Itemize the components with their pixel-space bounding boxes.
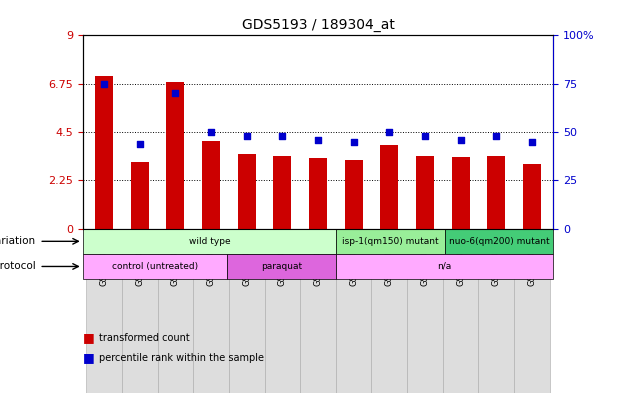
Bar (380, 145, 398, 229)
Text: control (untreated): control (untreated) (112, 262, 198, 271)
Bar (487, 156, 505, 229)
Bar (202, 141, 220, 229)
Point (135, 141, 145, 147)
FancyBboxPatch shape (193, 229, 229, 393)
Text: paraquat: paraquat (261, 262, 302, 271)
Text: transformed count: transformed count (99, 333, 190, 343)
Text: percentile rank within the sample: percentile rank within the sample (99, 353, 263, 363)
Bar (131, 162, 149, 229)
FancyBboxPatch shape (407, 229, 443, 393)
FancyBboxPatch shape (445, 229, 553, 254)
Point (527, 139, 537, 145)
FancyBboxPatch shape (122, 229, 158, 393)
Text: wild type: wild type (189, 237, 230, 246)
FancyBboxPatch shape (158, 229, 193, 393)
FancyBboxPatch shape (371, 229, 407, 393)
FancyBboxPatch shape (228, 254, 336, 279)
Point (455, 137, 466, 143)
FancyBboxPatch shape (300, 229, 336, 393)
Point (420, 133, 430, 139)
FancyBboxPatch shape (83, 229, 336, 254)
Bar (523, 164, 541, 229)
Text: ■: ■ (83, 351, 94, 364)
FancyBboxPatch shape (265, 229, 300, 393)
FancyBboxPatch shape (443, 229, 478, 393)
Text: nuo-6(qm200) mutant: nuo-6(qm200) mutant (449, 237, 550, 246)
Text: ■: ■ (83, 331, 94, 345)
Point (384, 129, 394, 135)
Text: n/a: n/a (438, 262, 452, 271)
FancyBboxPatch shape (86, 229, 122, 393)
FancyBboxPatch shape (229, 229, 265, 393)
Text: genotype/variation: genotype/variation (0, 236, 36, 246)
Point (313, 137, 323, 143)
Bar (95, 76, 113, 229)
Bar (452, 157, 469, 229)
FancyBboxPatch shape (336, 229, 445, 254)
FancyBboxPatch shape (83, 254, 228, 279)
Bar (167, 82, 184, 229)
Point (277, 133, 287, 139)
Bar (416, 156, 434, 229)
Text: isp-1(qm150) mutant: isp-1(qm150) mutant (342, 237, 439, 246)
Point (206, 129, 216, 135)
Point (99, 81, 109, 87)
Text: protocol: protocol (0, 261, 36, 272)
Point (170, 90, 181, 97)
Point (349, 139, 359, 145)
Bar (238, 154, 256, 229)
FancyBboxPatch shape (478, 229, 514, 393)
FancyBboxPatch shape (514, 229, 550, 393)
FancyBboxPatch shape (336, 229, 371, 393)
FancyBboxPatch shape (336, 254, 553, 279)
Point (491, 133, 501, 139)
Bar (345, 160, 363, 229)
Title: GDS5193 / 189304_at: GDS5193 / 189304_at (242, 18, 394, 31)
Bar (273, 156, 291, 229)
Bar (309, 158, 327, 229)
Point (242, 133, 252, 139)
